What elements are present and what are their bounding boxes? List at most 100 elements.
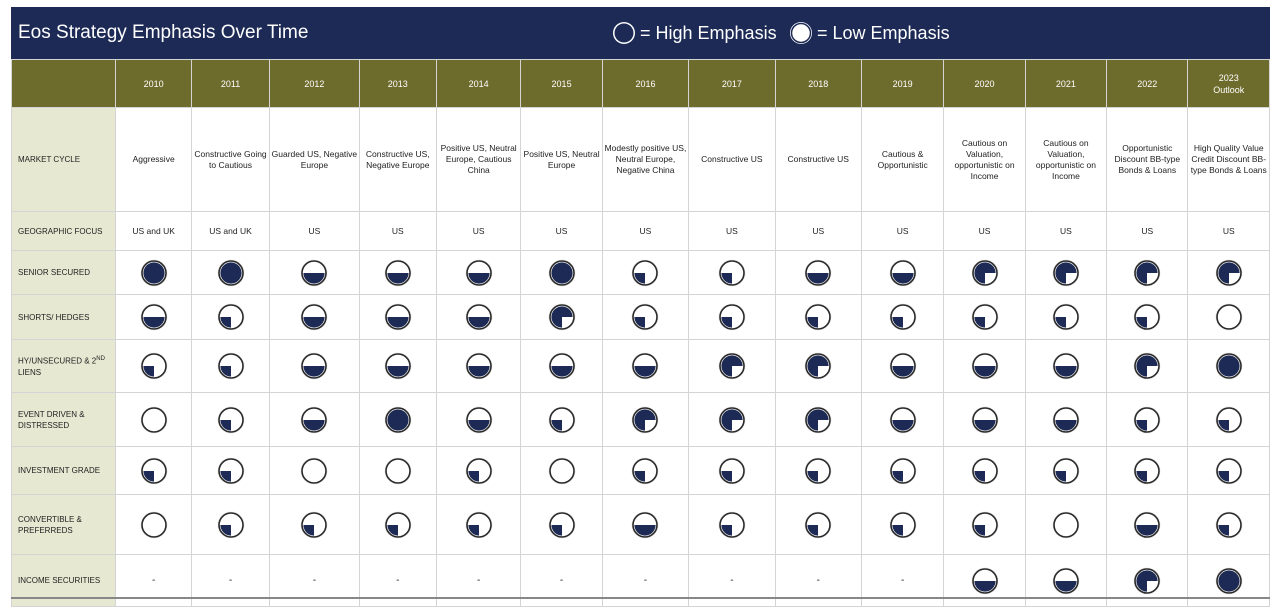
emphasis-circle-icon — [301, 406, 328, 433]
emphasis-circle-icon — [548, 259, 575, 286]
year-label: 2019 — [892, 78, 913, 89]
cell-text: US and UK — [209, 225, 252, 236]
year-header-2019: 2019 — [860, 59, 945, 108]
strategy-label-text: SENIOR SECURED — [18, 268, 91, 277]
strategy-row: SHORTS/ HEDGES — [10, 294, 1270, 340]
emphasis-cell — [601, 339, 690, 393]
year-header-2023: 2023 Outlook — [1187, 59, 1270, 108]
emphasis-cell — [943, 339, 1026, 393]
emphasis-circle-icon — [718, 457, 746, 484]
emphasis-cell — [520, 294, 603, 340]
strategy-label: EVENT DRIVEN & DISTRESSED — [10, 392, 117, 447]
year-note: Outlook — [1213, 84, 1245, 95]
emphasis-circle-icon — [140, 457, 168, 484]
cell-text: Cautious & Opportunistic — [877, 148, 928, 170]
emphasis-circle-icon — [1052, 259, 1080, 286]
emphasis-circle-icon — [217, 511, 244, 538]
emphasis-circle-icon — [632, 406, 659, 433]
year-label: 2015 — [551, 78, 572, 89]
emphasis-circle-icon — [548, 511, 575, 538]
emphasis-circle-icon — [1215, 511, 1243, 538]
table-cell: Positive US, Neutral Europe — [520, 107, 603, 212]
emphasis-cell — [435, 339, 522, 393]
emphasis-circle-icon — [384, 352, 412, 380]
full-circle-icon — [613, 22, 635, 44]
year-label: 2016 — [635, 78, 656, 89]
emphasis-cell — [1106, 392, 1189, 447]
emphasis-cell — [1024, 392, 1108, 447]
emphasis-circle-icon — [140, 259, 168, 286]
emphasis-cell — [190, 446, 271, 495]
cell-text: Cautious on Valuation, opportunistic on … — [1035, 137, 1096, 181]
emphasis-circle-icon — [384, 259, 412, 286]
cell-text: Constructive US — [701, 154, 763, 164]
table-cell: US — [1106, 211, 1189, 251]
emphasis-circle-icon — [217, 352, 244, 380]
emphasis-circle-icon — [971, 259, 998, 286]
cell-text: Constructive US, Negative Europe — [365, 148, 430, 170]
emphasis-circle-icon — [217, 406, 244, 433]
emphasis-cell — [269, 494, 360, 555]
cell-text: Guarded US, Negative Europe — [271, 148, 358, 170]
cell-text: Opportunistic Discount BB-type Bonds & L… — [1114, 143, 1181, 175]
row-label: MARKET CYCLE — [10, 107, 117, 212]
emphasis-cell — [774, 294, 862, 340]
emphasis-cell — [269, 339, 360, 393]
year-header-2017: 2017 — [688, 59, 776, 108]
emphasis-cell — [1106, 446, 1189, 495]
year-label: 2017 — [721, 78, 742, 89]
emphasis-cell — [115, 339, 192, 393]
emphasis-cell — [115, 446, 192, 495]
table-cell: Positive US, Neutral Europe, Cautious Ch… — [435, 107, 522, 212]
emphasis-cell — [269, 294, 360, 340]
emphasis-cell — [435, 392, 522, 447]
emphasis-circle-icon — [465, 406, 493, 433]
emphasis-circle-icon — [718, 511, 746, 538]
table-cell: US — [435, 211, 522, 251]
emphasis-circle-icon — [804, 303, 832, 331]
emphasis-circle-icon — [632, 457, 659, 484]
emphasis-cell — [860, 294, 945, 340]
emphasis-cell — [601, 494, 690, 555]
emphasis-cell — [358, 494, 437, 555]
emphasis-cell — [860, 392, 945, 447]
cell-text: US — [1141, 225, 1154, 236]
table-cell: US — [601, 211, 690, 251]
emphasis-cell — [774, 446, 862, 495]
emphasis-cell — [435, 494, 522, 555]
emphasis-cell — [435, 446, 522, 495]
emphasis-circle-icon — [1133, 303, 1161, 331]
table-cell: High Quality Value Credit Discount BB-ty… — [1187, 107, 1270, 212]
emphasis-circle-icon — [804, 457, 832, 484]
emphasis-circle-icon — [971, 567, 998, 594]
emphasis-circle-icon — [1052, 406, 1080, 433]
emphasis-circle-icon — [1215, 303, 1243, 331]
emphasis-circle-icon — [465, 303, 493, 331]
emphasis-cell — [520, 250, 603, 295]
emphasis-cell — [860, 339, 945, 393]
emphasis-cell — [358, 250, 437, 295]
emphasis-cell — [190, 392, 271, 447]
table-cell: US — [1024, 211, 1108, 251]
emphasis-circle-icon — [632, 352, 659, 380]
year-label: 2014 — [468, 78, 489, 89]
emphasis-circle-icon — [1052, 567, 1080, 594]
year-label: 2020 — [974, 78, 995, 89]
emphasis-cell — [688, 339, 776, 393]
chart-title: Eos Strategy Emphasis Over Time — [18, 22, 309, 43]
table-cell: US and UK — [115, 211, 192, 251]
table-cell: US — [358, 211, 437, 251]
emphasis-circle-icon — [718, 352, 746, 380]
emphasis-circle-icon — [548, 352, 575, 380]
table-cell: US — [520, 211, 603, 251]
emphasis-cell — [860, 446, 945, 495]
emphasis-circle-icon — [301, 303, 328, 331]
strategy-label: INVESTMENT GRADE — [10, 446, 117, 495]
emphasis-circle-icon — [804, 406, 832, 433]
emphasis-cell — [1187, 250, 1270, 295]
emphasis-circle-icon — [301, 259, 328, 286]
emphasis-circle-icon — [804, 259, 832, 286]
cell-text: Constructive Going to Cautious — [194, 148, 267, 170]
strategy-row: INVESTMENT GRADE — [10, 446, 1270, 495]
emphasis-cell — [435, 250, 522, 295]
